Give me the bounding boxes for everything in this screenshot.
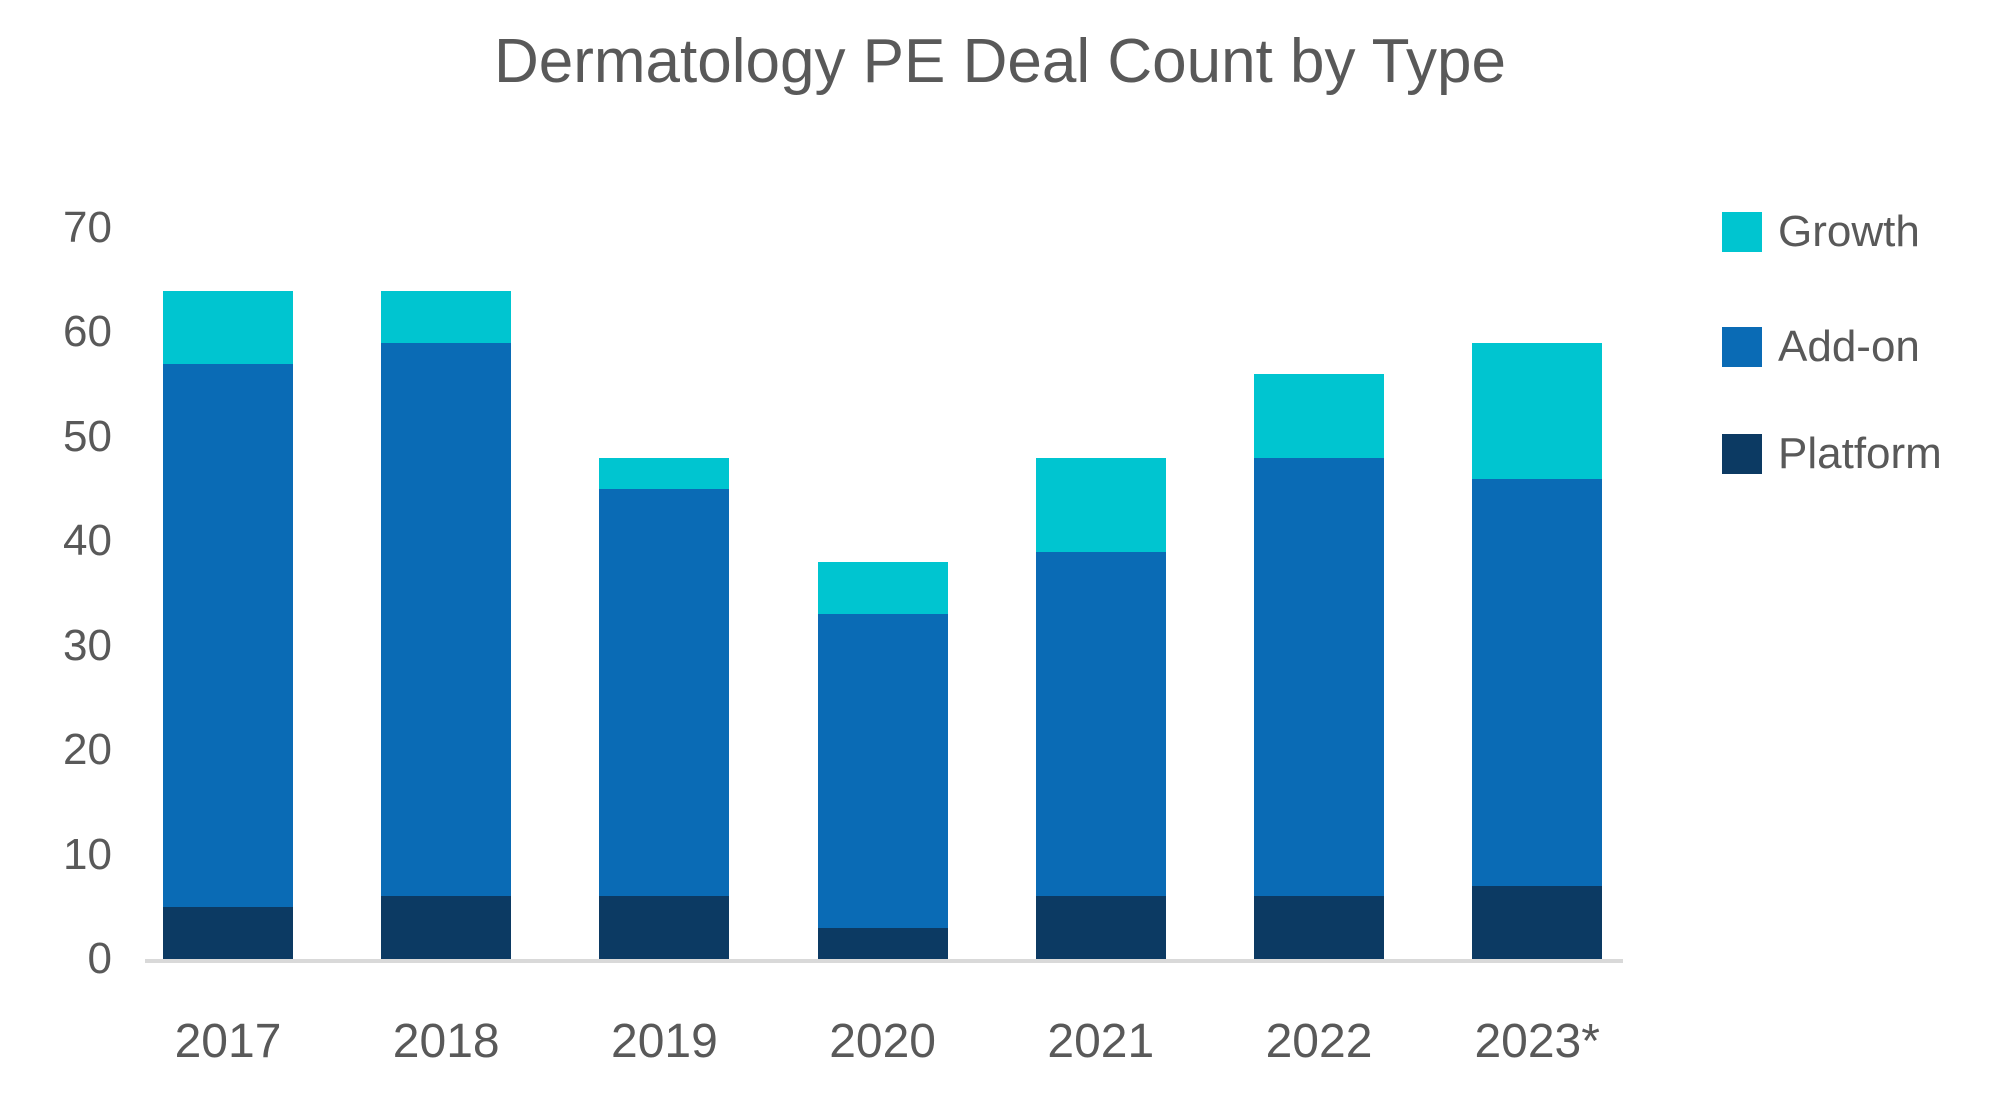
bar-segment-platform	[1254, 896, 1384, 959]
bar-segment-growth	[1254, 374, 1384, 458]
bar-segment-add-on	[163, 363, 293, 907]
x-axis-tick-label: 2019	[611, 1015, 718, 1068]
x-axis-tick-label: 2023*	[1474, 1015, 1600, 1068]
y-axis-tick-label: 40	[63, 516, 112, 566]
platform-series-swatch-icon	[1722, 434, 1762, 474]
y-axis-tick-label: 30	[63, 620, 112, 670]
bar-segment-platform	[1035, 896, 1166, 959]
x-axis-tick-label: 2018	[392, 1015, 500, 1068]
bar-segment-add-on	[1254, 457, 1384, 897]
legend-label-growth: Growth	[1778, 207, 1920, 256]
legend-label-platform: Platform	[1778, 429, 1942, 478]
bar-segment-platform	[1472, 885, 1603, 959]
growth-series-swatch-icon	[1722, 212, 1762, 252]
legend-item-platform: Platform	[1722, 429, 1942, 479]
x-axis-line	[145, 959, 1623, 963]
y-axis-tick-label: 0	[87, 934, 112, 983]
bar-segment-add-on	[599, 489, 730, 897]
bar-segment-growth	[599, 457, 730, 490]
y-axis-tick-label: 10	[63, 829, 112, 879]
bar-segment-growth	[1472, 342, 1603, 479]
x-axis-tick-label: 2022	[1265, 1015, 1373, 1068]
bar-segment-growth	[1035, 457, 1166, 552]
x-axis-tick-label: 2017	[174, 1015, 282, 1068]
addon-series-swatch-icon	[1722, 327, 1762, 367]
x-axis-tick-label: 2020	[829, 1015, 936, 1068]
bar-segment-add-on	[381, 342, 512, 897]
bar-segment-growth	[817, 562, 948, 615]
legend-item-growth: Growth	[1722, 207, 1920, 257]
bar-segment-add-on	[1035, 551, 1166, 897]
bar-segment-platform	[163, 906, 293, 959]
bar-segment-add-on	[817, 614, 948, 928]
y-axis-tick-label: 50	[63, 411, 112, 461]
bar-segment-platform	[817, 927, 948, 959]
legend-label-addon: Add-on	[1778, 322, 1920, 371]
bar-segment-growth	[381, 290, 512, 343]
bar-segment-add-on	[1472, 478, 1603, 886]
bar-segment-growth	[163, 290, 293, 364]
chart-title: Dermatology PE Deal Count by Type	[493, 27, 1507, 96]
y-axis-tick-label: 20	[63, 725, 112, 775]
bar-segment-platform	[599, 896, 730, 959]
y-axis-tick-label: 70	[63, 203, 112, 252]
legend-item-addon: Add-on	[1722, 322, 1920, 372]
x-axis-tick-label: 2021	[1047, 1015, 1155, 1068]
y-axis-tick-label: 60	[63, 307, 112, 357]
bar-segment-platform	[381, 896, 512, 959]
